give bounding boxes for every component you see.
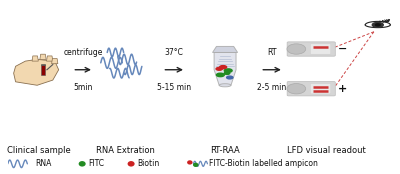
Bar (41, 65, 45, 75)
Polygon shape (52, 58, 58, 64)
Text: LFD visual readout: LFD visual readout (288, 146, 366, 155)
Circle shape (227, 76, 233, 79)
Text: 5-15 min: 5-15 min (157, 83, 191, 92)
FancyBboxPatch shape (287, 42, 335, 56)
Circle shape (216, 68, 222, 70)
Polygon shape (32, 56, 38, 61)
Circle shape (224, 69, 232, 72)
Ellipse shape (287, 84, 306, 94)
Circle shape (372, 22, 383, 27)
FancyBboxPatch shape (310, 44, 331, 54)
Text: Clinical sample: Clinical sample (7, 146, 71, 155)
Polygon shape (214, 53, 236, 85)
Polygon shape (40, 54, 46, 59)
Circle shape (376, 24, 380, 26)
Text: 2-5 min: 2-5 min (258, 83, 287, 92)
Circle shape (216, 73, 224, 77)
Text: centrifuge: centrifuge (64, 48, 103, 57)
Text: RT: RT (267, 48, 277, 57)
Ellipse shape (287, 44, 306, 54)
Ellipse shape (128, 161, 135, 167)
Ellipse shape (187, 160, 192, 165)
Text: RNA Extration: RNA Extration (96, 146, 155, 155)
Text: Biotin: Biotin (137, 159, 159, 168)
Text: +: + (338, 84, 347, 94)
Text: −: − (338, 44, 347, 54)
Polygon shape (212, 46, 238, 53)
Circle shape (220, 66, 227, 69)
Polygon shape (46, 56, 53, 61)
Polygon shape (14, 59, 59, 85)
Ellipse shape (219, 84, 231, 87)
FancyBboxPatch shape (287, 82, 335, 96)
Text: 5min: 5min (74, 83, 93, 92)
FancyBboxPatch shape (310, 84, 331, 94)
Circle shape (224, 72, 230, 74)
Ellipse shape (193, 163, 198, 167)
Text: FITC-Biotin labelled ampicon: FITC-Biotin labelled ampicon (210, 159, 318, 168)
Ellipse shape (79, 161, 86, 167)
Bar (41, 64, 45, 65)
Text: 37°C: 37°C (165, 48, 184, 57)
Text: RNA: RNA (35, 159, 52, 168)
Text: FITC: FITC (88, 159, 104, 168)
Text: RT-RAA: RT-RAA (210, 146, 240, 155)
